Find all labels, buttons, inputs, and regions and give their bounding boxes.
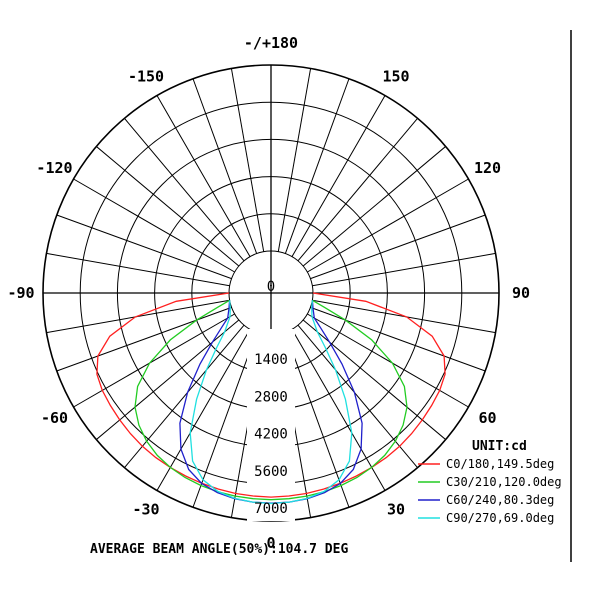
series-curve-1 (134, 299, 408, 501)
grid-spoke (307, 313, 469, 408)
grid-spoke (284, 332, 350, 508)
angle-label: -/+180 (244, 34, 298, 52)
angle-label: -90 (7, 284, 34, 302)
grid-spoke (291, 95, 386, 257)
grid-spoke (230, 68, 265, 252)
grid-spoke (56, 306, 232, 372)
grid-spoke (277, 68, 312, 252)
grid-spoke (73, 313, 235, 408)
angle-label: -120 (36, 159, 72, 177)
grid-spoke (56, 214, 232, 280)
angle-label: -150 (128, 67, 164, 85)
radial-tick-label: 5600 (254, 464, 288, 480)
grid-spoke (96, 146, 240, 267)
angle-label: -60 (41, 409, 68, 427)
grid-spoke (310, 214, 486, 280)
angle-label: 120 (474, 159, 501, 177)
angle-label: 30 (387, 501, 405, 519)
legend: C0/180,149.5deg C30/210,120.0deg C60/240,8… (418, 457, 562, 525)
footer-beam-angle: AVERAGE BEAM ANGLE(50%):104.7 DEG (90, 542, 348, 557)
legend-label: C30/210,120.0deg (446, 475, 562, 489)
grid-spoke (302, 146, 446, 267)
grid-spoke (291, 329, 386, 491)
grid-spoke (310, 306, 486, 372)
grid-spoke (284, 78, 350, 254)
grid-spoke (124, 324, 245, 468)
angle-labels: 0 30 -30 60 -60 90 -90 120 -120 150 -150 -/+180 (7, 34, 530, 552)
radial-label-backing (247, 329, 295, 521)
polar-grid (42, 64, 500, 522)
grid-spoke (297, 324, 418, 468)
angle-label: 90 (512, 284, 530, 302)
radial-tick-label: 4200 (254, 427, 288, 443)
radial-tick-label: 7000 (254, 501, 288, 517)
grid-spoke (46, 252, 230, 287)
legend-label: C60/240,80.3deg (446, 493, 554, 507)
radial-tick-label: 2800 (254, 389, 288, 405)
grid-spoke (307, 178, 469, 273)
grid-spoke (156, 95, 251, 257)
grid-spoke (124, 118, 245, 262)
radial-tick-label: 1400 (254, 352, 288, 368)
angle-label: 60 (478, 409, 496, 427)
grid-spoke (192, 332, 258, 508)
grid-spoke (192, 78, 258, 254)
series-curve-0 (96, 292, 446, 498)
unit-label: UNIT:cd (472, 439, 527, 454)
legend-label: C90/270,69.0deg (446, 511, 554, 525)
series-curve-3 (189, 300, 353, 505)
radial-tick-labels: 0 1400 2800 4200 5600 7000 (254, 279, 288, 517)
grid-spoke (156, 329, 251, 491)
angle-label: 150 (382, 67, 409, 85)
grid-spoke (297, 118, 418, 262)
grid-spoke (312, 252, 496, 287)
angle-label: -30 (132, 501, 159, 519)
grid-spoke (73, 178, 235, 273)
legend-label: C0/180,149.5deg (446, 457, 554, 471)
radial-tick-label: 0 (267, 279, 275, 295)
angle-label: 0 (266, 534, 275, 552)
distribution-curves (96, 292, 446, 505)
